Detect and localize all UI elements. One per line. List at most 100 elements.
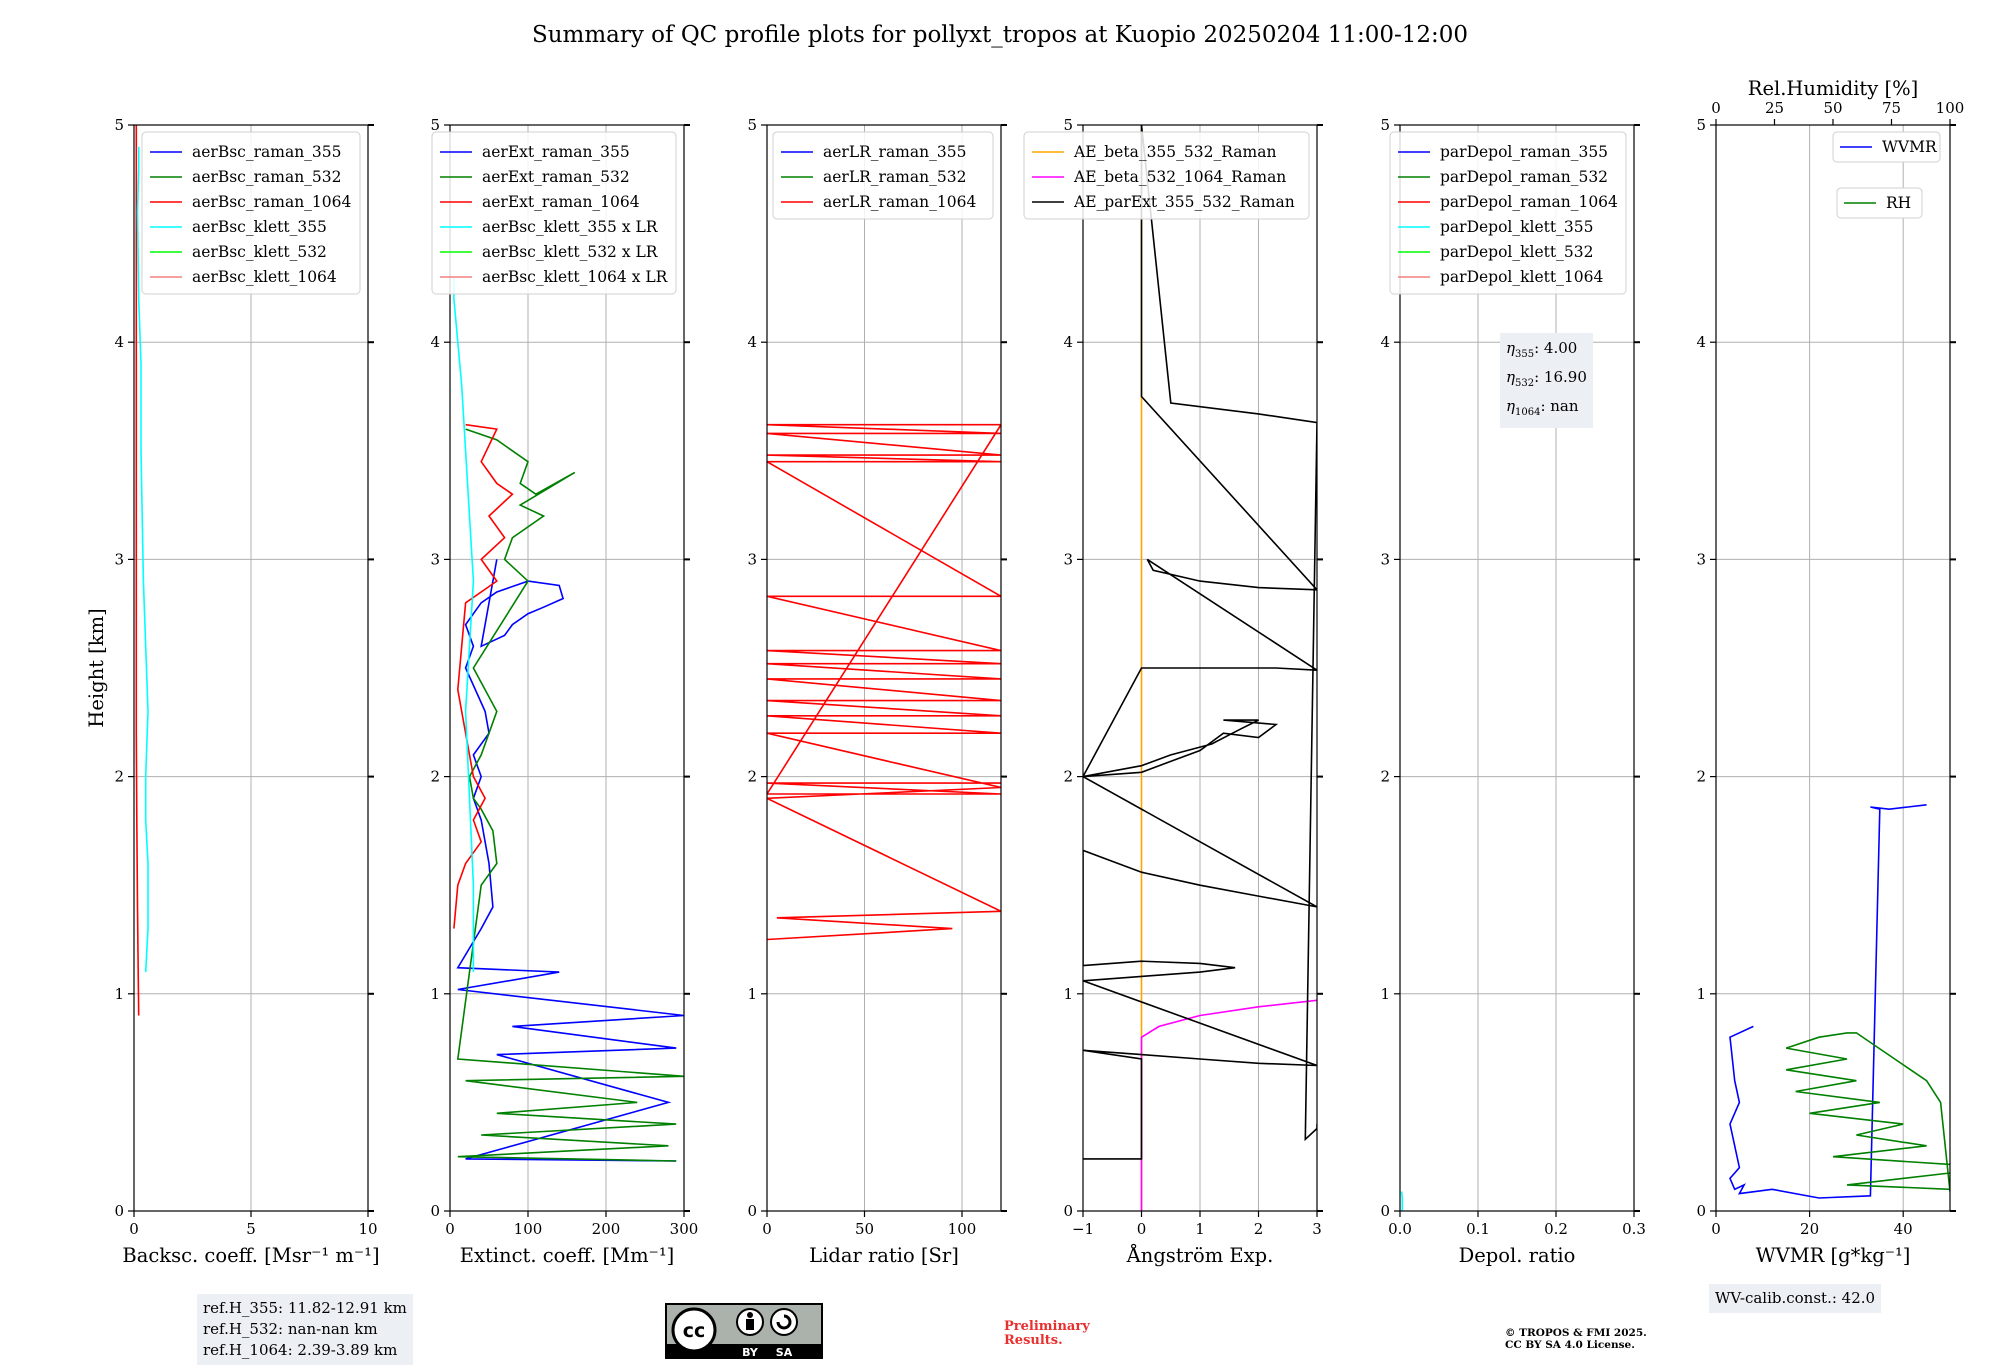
- y-tick-label: 4: [747, 333, 757, 351]
- y-tick-label: 2: [1696, 768, 1706, 786]
- x2-tick-label: 25: [1765, 99, 1784, 117]
- ref-height-355: ref.H_355: 11.82-12.91 km: [203, 1299, 407, 1317]
- legend-entry: aerLR_raman_532: [823, 168, 966, 186]
- axes-frame: [1399, 124, 1635, 1212]
- x-tick-label: 5: [246, 1220, 256, 1238]
- eta-355: η355: 4.00: [1506, 339, 1578, 360]
- legend-entry: parDepol_raman_1064: [1440, 193, 1618, 211]
- y-tick-label: 5: [1696, 116, 1706, 134]
- eta-532: η532: 16.90: [1506, 368, 1587, 389]
- legend-entry: AE_beta_355_532_Raman: [1073, 143, 1276, 161]
- legend-box: [431, 131, 677, 295]
- series-line-aerExt_raman_355: [456, 559, 684, 1162]
- legend-entry: aerLR_raman_355: [823, 143, 966, 161]
- y-tick-label: 2: [114, 768, 124, 786]
- panel-5: 0.0 0.1 0.2 0.3 0 1 2 3 4 5 Depol. ratio parDepol_r…: [1380, 116, 1645, 1267]
- legend-entry: aerBsc_raman_1064: [192, 193, 352, 211]
- series-line-aerBsc_klett_355: [136, 146, 149, 973]
- legend-entry: aerExt_raman_1064: [482, 193, 640, 211]
- y-tick-label: 0: [1063, 1202, 1073, 1220]
- y-tick-label: 0: [1696, 1202, 1706, 1220]
- x-axis-label: Backsc. coeff. [Msr⁻¹ m⁻¹]: [122, 1244, 379, 1267]
- y-tick-label: 0: [1380, 1202, 1390, 1220]
- y-axis-label: Height [km]: [85, 608, 108, 727]
- preliminary-note: Preliminary Results.: [1004, 1319, 1090, 1348]
- x-axis-label: Ångström Exp.: [1126, 1242, 1274, 1267]
- ref-height-532: ref.H_532: nan-nan km: [203, 1320, 378, 1338]
- axes-frame: [1715, 124, 1951, 1212]
- y-tick-label: 4: [1696, 333, 1706, 351]
- x-tick-label: 0.0: [1388, 1220, 1412, 1238]
- y-tick-label: 0: [747, 1202, 757, 1220]
- x-tick-label: 40: [1894, 1220, 1913, 1238]
- x-tick-label: 10: [358, 1220, 377, 1238]
- legend-entry: AE_beta_532_1064_Raman: [1073, 168, 1286, 186]
- legend-entry: parDepol_raman_532: [1440, 168, 1608, 186]
- panel-1: 0 5 10 0 1 2 3 4 5 Backsc. coeff. [Msr⁻¹ m⁻¹] Heig…: [85, 116, 380, 1267]
- svg-text:BY: BY: [742, 1346, 759, 1359]
- series-line-AE_parExt_355_532_Raman: [1083, 125, 1317, 1160]
- svg-text:SA: SA: [776, 1346, 793, 1359]
- legend-entry: aerExt_raman_532: [482, 168, 630, 186]
- x-axis-label: WVMR [g*kg⁻¹]: [1756, 1244, 1911, 1267]
- legend-box: [772, 131, 994, 220]
- series-line-parDepol_klett_355: [1400, 1191, 1404, 1211]
- y-tick-label: 5: [1063, 116, 1073, 134]
- x-tick-label: 100: [514, 1220, 543, 1238]
- reference-height-box: ref.H_355: 11.82-12.91 km ref.H_532: nan…: [197, 1294, 413, 1365]
- y-tick-label: 0: [430, 1202, 440, 1220]
- y-tick-label: 2: [1380, 768, 1390, 786]
- x-tick-label: 1: [1195, 1220, 1205, 1238]
- legend-entry: parDepol_klett_532: [1440, 243, 1593, 261]
- x-tick-label: 0: [1137, 1220, 1147, 1238]
- y-tick-label: 1: [1063, 985, 1073, 1003]
- series-line-WVMR: [1729, 804, 1927, 1199]
- legend-box-wvmr: [1832, 131, 1941, 163]
- eta-box: η355: 4.00 η532: 16.90 η1064: nan: [1500, 333, 1593, 428]
- legend-entry: AE_parExt_355_532_Raman: [1073, 193, 1295, 211]
- ref-height-1064: ref.H_1064: 2.39-3.89 km: [203, 1341, 398, 1359]
- y-tick-label: 1: [1696, 985, 1706, 1003]
- series-line-AE_beta_532_1064_Raman: [1140, 999, 1317, 1211]
- series-line-aerExt_raman_532: [456, 428, 684, 1162]
- series-line-aerBsc_raman_1064: [135, 125, 140, 1016]
- x-tick-label: 200: [592, 1220, 621, 1238]
- y-tick-label: 3: [747, 550, 757, 568]
- eta-1064: η1064: nan: [1506, 397, 1579, 418]
- legend-entry: aerBsc_klett_532 x LR: [482, 243, 659, 261]
- legend-entry: aerBsc_klett_532: [192, 243, 327, 261]
- x-axis-label: Lidar ratio [Sr]: [809, 1244, 959, 1267]
- legend-entry: parDepol_klett_355: [1440, 218, 1593, 236]
- y-tick-label: 4: [114, 333, 124, 351]
- legend-box: [1389, 131, 1627, 295]
- cc-logo-icon: [671, 1307, 717, 1353]
- copyright-note: © TROPOS & FMI 2025. CC BY SA 4.0 Licens…: [1505, 1327, 1647, 1351]
- panel-2: 0 100 200 300 0 1 2 3 4 5 Extinct. coeff. [Mm⁻¹] ae…: [430, 116, 698, 1267]
- y-tick-label: 0: [114, 1202, 124, 1220]
- legend-entry: aerBsc_klett_1064 x LR: [482, 268, 669, 286]
- y-tick-label: 4: [1063, 333, 1073, 351]
- svg-text:cc: cc: [683, 1320, 706, 1342]
- series-line-aerBsc_klett_355 x LR: [453, 277, 475, 973]
- y-tick-label: 1: [114, 985, 124, 1003]
- y-tick-label: 1: [430, 985, 440, 1003]
- legend-entry: WVMR: [1882, 138, 1938, 156]
- y-tick-label: 2: [747, 768, 757, 786]
- x2-tick-label: 0: [1711, 99, 1721, 117]
- share-alike-icon: [770, 1308, 798, 1336]
- panel-6: 0 20 40 0 1 2 3 4 5 WVMR [g*kg⁻¹] 0 25 50 75 100 Rel.Hu…: [1696, 77, 1964, 1267]
- legend-entry: aerBsc_klett_355: [192, 218, 327, 236]
- y-tick-label: 5: [1380, 116, 1390, 134]
- x2-axis-label: Rel.Humidity [%]: [1748, 77, 1918, 100]
- x-tick-label: 2: [1254, 1220, 1264, 1238]
- y-tick-label: 3: [1063, 550, 1073, 568]
- figure-title: Summary of QC profile plots for pollyxt_…: [531, 22, 1469, 48]
- legend-entry: RH: [1886, 194, 1911, 212]
- legend-entry: parDepol_raman_355: [1440, 143, 1608, 161]
- legend-entry: aerBsc_raman_532: [192, 168, 342, 186]
- y-tick-label: 3: [1696, 550, 1706, 568]
- y-tick-label: 1: [747, 985, 757, 1003]
- x2-tick-label: 50: [1823, 99, 1842, 117]
